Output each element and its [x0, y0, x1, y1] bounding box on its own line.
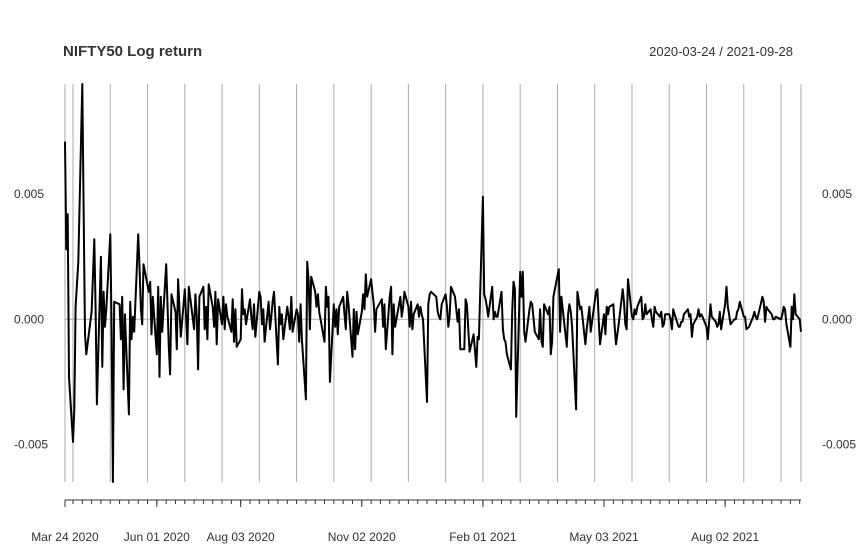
y-tick-label-right: 0.000 [822, 312, 852, 326]
y-tick-label-left: 0.000 [14, 312, 44, 326]
x-tick-label: Feb 01 2021 [449, 530, 517, 544]
y-tick-label-right: 0.005 [822, 187, 852, 201]
x-tick-label: Aug 03 2020 [207, 530, 275, 544]
x-tick-label: May 03 2021 [569, 530, 639, 544]
x-tick-label: Jun 01 2020 [124, 530, 190, 544]
series-layer [64, 83, 802, 483]
date-range-label: 2020-03-24 / 2021-09-28 [649, 44, 793, 59]
y-axis-right: 0.005 0.000 -0.005 [822, 187, 856, 451]
x-tick-label: Mar 24 2020 [31, 530, 99, 544]
x-tick-label: Aug 02 2021 [691, 530, 759, 544]
series-line [64, 83, 802, 483]
y-tick-label-left: -0.005 [14, 437, 48, 451]
x-tick-label: Nov 02 2020 [328, 530, 396, 544]
chart-title: NIFTY50 Log return [63, 43, 202, 60]
y-axis-left: 0.005 0.000 -0.005 [14, 187, 48, 451]
x-axis: Mar 24 2020 Jun 01 2020 Aug 03 2020 Nov 02 … [31, 499, 801, 544]
y-tick-label-right: -0.005 [822, 437, 856, 451]
y-tick-label-left: 0.005 [14, 187, 44, 201]
